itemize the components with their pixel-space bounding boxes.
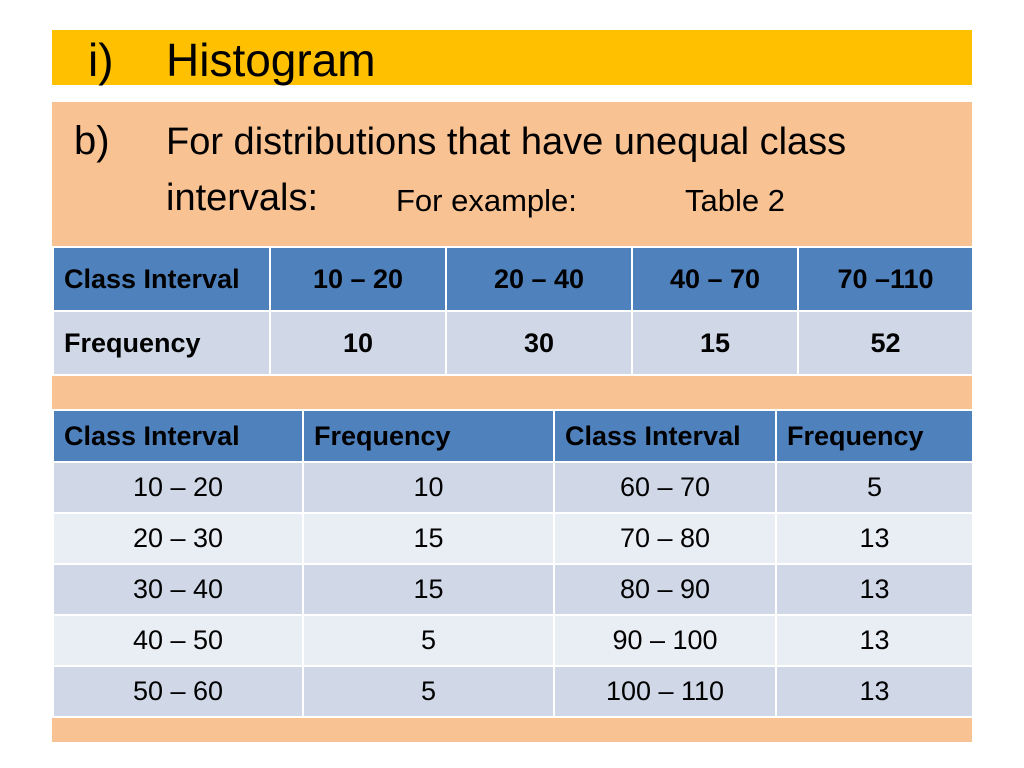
table-cell: 13 bbox=[775, 563, 974, 616]
page-title: Histogram bbox=[166, 34, 376, 86]
summary-header-cell: 10 – 20 bbox=[269, 246, 447, 312]
summary-table-header: Class Interval 10 – 20 20 – 40 40 – 70 7… bbox=[52, 246, 974, 312]
subtitle-letter: b) bbox=[74, 119, 110, 163]
summary-cell: 30 bbox=[445, 310, 633, 376]
table-cell: 80 – 90 bbox=[553, 563, 777, 616]
table-row: 10 – 20 10 60 – 70 5 bbox=[52, 461, 974, 514]
table-cell: 90 – 100 bbox=[553, 614, 777, 667]
table-cell: 70 – 80 bbox=[553, 512, 777, 565]
table-cell: 13 bbox=[775, 614, 974, 667]
table-cell: 20 – 30 bbox=[52, 512, 304, 565]
table-cell: 100 – 110 bbox=[553, 665, 777, 718]
table-row: 30 – 40 15 80 – 90 13 bbox=[52, 563, 974, 616]
summary-table-row: Frequency 10 30 15 52 bbox=[52, 310, 974, 376]
table-cell: 15 bbox=[302, 512, 555, 565]
table-row: 20 – 30 15 70 – 80 13 bbox=[52, 512, 974, 565]
summary-cell: Frequency bbox=[52, 310, 271, 376]
subtitle-line1: For distributions that have unequal clas… bbox=[166, 121, 847, 163]
summary-cell: 15 bbox=[631, 310, 799, 376]
detail-header-cell: Class Interval bbox=[52, 409, 304, 463]
table-cell: 50 – 60 bbox=[52, 665, 304, 718]
detail-header-cell: Class Interval bbox=[553, 409, 777, 463]
summary-cell: 52 bbox=[797, 310, 974, 376]
title-number: i) bbox=[88, 34, 114, 86]
subtitle-line2: intervals: bbox=[166, 177, 319, 219]
table-cell: 5 bbox=[302, 614, 555, 667]
subtitle-table-ref: Table 2 bbox=[685, 183, 785, 218]
summary-header-cell: Class Interval bbox=[52, 246, 271, 312]
table-cell: 10 – 20 bbox=[52, 461, 304, 514]
detail-table-header: Class Interval Frequency Class Interval … bbox=[52, 409, 974, 463]
detail-header-cell: Frequency bbox=[302, 409, 555, 463]
detail-table: Class Interval Frequency Class Interval … bbox=[52, 409, 974, 718]
summary-header-cell: 20 – 40 bbox=[445, 246, 633, 312]
summary-table: Class Interval 10 – 20 20 – 40 40 – 70 7… bbox=[52, 246, 974, 376]
table-row: 50 – 60 5 100 – 110 13 bbox=[52, 665, 974, 718]
table-cell: 5 bbox=[302, 665, 555, 718]
table-cell: 60 – 70 bbox=[553, 461, 777, 514]
table-cell: 5 bbox=[775, 461, 974, 514]
table-cell: 30 – 40 bbox=[52, 563, 304, 616]
table-cell: 15 bbox=[302, 563, 555, 616]
table-cell: 13 bbox=[775, 665, 974, 718]
detail-header-cell: Frequency bbox=[775, 409, 974, 463]
table-cell: 13 bbox=[775, 512, 974, 565]
summary-header-cell: 40 – 70 bbox=[631, 246, 799, 312]
title-bar bbox=[52, 30, 972, 85]
subtitle-example: For example: bbox=[396, 183, 577, 218]
table-cell: 10 bbox=[302, 461, 555, 514]
table-row: 40 – 50 5 90 – 100 13 bbox=[52, 614, 974, 667]
summary-header-cell: 70 –110 bbox=[797, 246, 974, 312]
table-cell: 40 – 50 bbox=[52, 614, 304, 667]
summary-cell: 10 bbox=[269, 310, 447, 376]
